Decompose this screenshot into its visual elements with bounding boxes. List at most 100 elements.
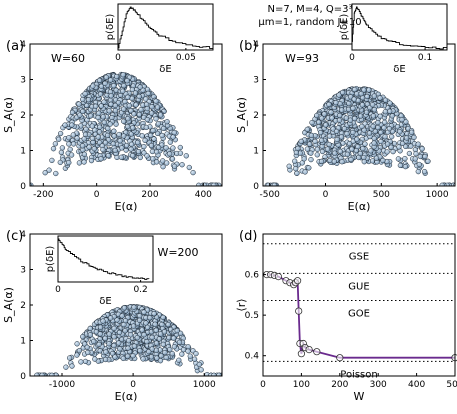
scatter-point	[155, 121, 162, 127]
y-tick-label: 2	[20, 301, 26, 311]
scatter-point	[339, 107, 345, 113]
panel-c: (c) W=200 -1000 0 1000 0 1 2 3 4 E(α) S_A(α) 0 0.2 δE p…	[2, 229, 231, 403]
scatter-point	[141, 309, 147, 315]
scatter-point	[120, 355, 126, 362]
scatter-point	[360, 145, 366, 152]
x-tick-label: 200	[141, 190, 158, 200]
scatter-point	[120, 118, 127, 124]
y-tick-label: 0.5	[245, 311, 259, 321]
scatter-point	[371, 135, 377, 142]
scatter-point	[157, 112, 164, 118]
y-tick-label: 0	[20, 182, 26, 192]
scatter-point	[56, 136, 62, 142]
scatter-point	[143, 124, 149, 131]
scatter-point	[91, 146, 97, 152]
scatter-point	[116, 131, 122, 138]
inset-x-tick-label: 0.1	[418, 53, 432, 63]
scatter-point	[171, 129, 177, 136]
scatter-point	[384, 149, 390, 155]
scatter-point	[422, 153, 428, 160]
scatter-point	[139, 133, 145, 139]
scatter-point	[129, 86, 136, 93]
inset-histogram: 0 0.1 δE p(δE)	[339, 3, 448, 75]
scatter-point	[382, 97, 389, 103]
inset-x-tick-label: 0.05	[176, 53, 196, 63]
scatter-point	[319, 115, 325, 121]
scatter-point	[148, 132, 154, 139]
scatter-point	[419, 146, 425, 152]
scatter-point	[177, 150, 184, 156]
scatter-point	[351, 96, 357, 102]
scatter-point	[187, 353, 193, 359]
inset-x-tick-label: 0	[349, 53, 355, 63]
scatter-point	[153, 98, 159, 104]
inset-x-axis-label: δE	[159, 64, 171, 75]
scatter-point	[119, 313, 125, 319]
x-tick-label: 200	[331, 380, 348, 390]
scatter-point	[111, 128, 117, 134]
x-tick-label: 0	[130, 380, 136, 390]
scatter-point	[336, 92, 342, 98]
scatter-point	[96, 341, 102, 348]
scatter-point	[292, 158, 298, 164]
panel-label: (c)	[6, 229, 23, 244]
scatter-point	[403, 135, 410, 141]
scatter-point	[137, 84, 143, 90]
scatter-point	[352, 86, 358, 93]
scatter-point	[122, 98, 128, 105]
scatter-point	[116, 329, 123, 336]
scatter-point	[329, 115, 335, 121]
scatter-point	[121, 305, 128, 311]
scatter-point	[353, 147, 359, 154]
scatter-point	[34, 372, 40, 376]
x-tick-label: 400	[195, 190, 212, 200]
scatter-point	[350, 105, 356, 111]
y-tick-label: 2	[20, 111, 26, 121]
scatter-point	[372, 128, 378, 135]
scatter-point	[308, 156, 314, 163]
scatter-point	[366, 130, 373, 136]
scatter-point	[93, 103, 99, 109]
scatter-point	[337, 148, 343, 155]
y-tick-label: 1	[253, 147, 259, 157]
reference-line-label: GOE	[348, 309, 370, 320]
scatter-point	[226, 373, 231, 378]
scatter-point	[135, 148, 142, 155]
scatter-point	[100, 146, 106, 153]
scatter-point	[344, 131, 350, 137]
scatter-point	[386, 126, 393, 132]
scatter-point	[57, 159, 63, 166]
scatter-point	[131, 111, 137, 117]
scatter-point	[185, 348, 191, 354]
scatter-point	[68, 152, 75, 158]
scatter-point	[179, 351, 185, 357]
y-tick-label: 3	[253, 76, 259, 86]
scatter-point	[153, 327, 159, 333]
scatter-point	[356, 154, 362, 161]
y-axis-label: ⟨r⟩	[235, 298, 248, 311]
y-tick-label: 4	[20, 40, 26, 50]
scatter-point	[224, 373, 229, 378]
scatter-point	[409, 129, 415, 135]
scatter-point	[350, 129, 356, 136]
scatter-point	[154, 104, 161, 110]
scatter-point	[318, 137, 325, 143]
scatter-point	[132, 90, 139, 96]
scatter-point	[88, 157, 95, 164]
scatter-point	[100, 114, 106, 120]
scatter-point	[84, 344, 90, 350]
panel-a: (a) W=60 -200 0 200 400 0 1 2 3 4 E(α) S_A(α) 0 0.05 δE…	[2, 3, 223, 213]
scatter-point	[151, 310, 157, 317]
scatter-point	[66, 141, 72, 147]
scatter-point	[337, 112, 343, 119]
scatter-point	[198, 367, 204, 373]
x-tick-label: 500	[446, 380, 457, 390]
y-tick-label: 0.6	[245, 271, 260, 281]
scatter-point	[364, 93, 370, 100]
scatter-point	[59, 145, 66, 151]
scatter-point	[111, 334, 117, 340]
scatter-point	[149, 334, 155, 341]
scatter-point	[147, 315, 153, 321]
scatter-point	[362, 141, 368, 147]
scatter-point	[375, 119, 381, 126]
